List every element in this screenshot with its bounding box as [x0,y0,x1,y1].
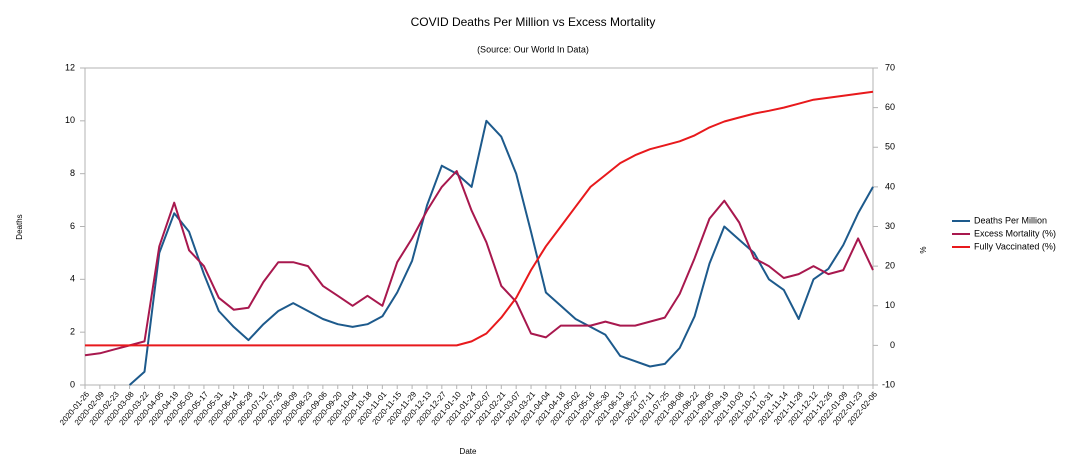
y2-tick-label: 20 [885,261,895,271]
series-line [84,170,874,357]
y-tick-label: 6 [70,221,75,231]
y2-tick-label: 70 [885,62,895,72]
x-axis-title: Date [460,447,477,456]
y2-tick-label: 50 [885,142,895,152]
series-line [85,90,874,347]
y-tick-label: 10 [65,115,75,125]
y2-tick-label: 40 [885,181,895,191]
y2-tick-label: 30 [885,221,895,231]
y2-tick-label: 60 [885,102,895,112]
y-tick-label: 8 [70,168,75,178]
legend-label: Fully Vaccinated (%) [974,241,1056,251]
legend-label: Deaths Per Million [974,215,1047,225]
y2-tick-label: 10 [885,300,895,310]
y-tick-label: 12 [65,62,75,72]
y-tick-label: 0 [70,379,75,389]
y2-axis-title: % [918,246,927,253]
legend-label: Excess Mortality (%) [974,228,1056,238]
y-tick-label: 4 [70,274,75,284]
y2-tick-label: 0 [890,340,895,350]
y-axis-title: Deaths [15,214,24,239]
y2-tick-label: -10 [882,379,895,389]
chart-title: COVID Deaths Per Million vs Excess Morta… [411,15,656,29]
chart-subtitle: (Source: Our World In Data) [477,44,589,54]
y-tick-label: 2 [70,327,75,337]
